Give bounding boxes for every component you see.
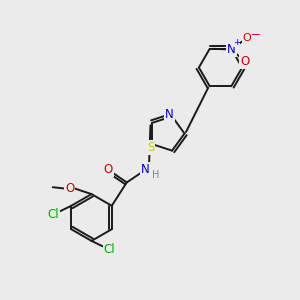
- Text: S: S: [147, 141, 154, 154]
- Text: +: +: [233, 38, 241, 47]
- Text: H: H: [152, 170, 160, 180]
- Text: −: −: [251, 28, 261, 41]
- Text: O: O: [242, 33, 251, 43]
- Text: N: N: [165, 108, 174, 122]
- Text: Cl: Cl: [104, 243, 115, 256]
- Text: N: N: [141, 163, 150, 176]
- Text: O: O: [65, 182, 74, 195]
- Text: N: N: [227, 43, 236, 56]
- Text: O: O: [103, 163, 113, 176]
- Text: Cl: Cl: [47, 208, 59, 221]
- Text: O: O: [240, 56, 249, 68]
